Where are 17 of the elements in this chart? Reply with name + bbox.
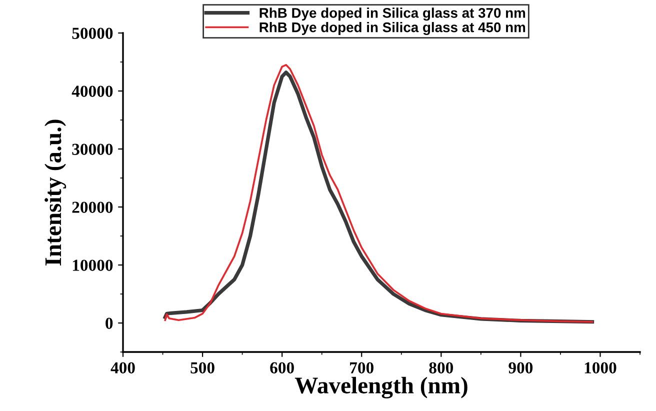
x-axis-title: Wavelength (nm) (294, 376, 468, 398)
x-tick-label: 1000 (584, 362, 616, 374)
x-tick-label: 500 (190, 362, 214, 374)
y-tick-label: 40000 (72, 86, 113, 97)
y-axis-title: Intensity (a.u.) (44, 120, 66, 266)
x-tick-label: 700 (350, 362, 374, 374)
legend-label: RhB Dye doped in Silica glass at 450 nm (260, 22, 526, 36)
y-tick-label: 20000 (72, 202, 113, 213)
x-tick-label: 400 (110, 362, 135, 374)
x-tick-label: 600 (270, 362, 294, 374)
x-tick-label: 800 (429, 362, 454, 374)
legend-label: RhB Dye doped in Silica glass at 370 nm (260, 8, 526, 21)
y-tick-label: 0 (106, 318, 113, 329)
x-tick-label: 900 (508, 362, 533, 374)
y-tick-label: 10000 (72, 260, 113, 271)
y-tick-label: 30000 (72, 144, 113, 155)
y-tick-label: 50000 (72, 28, 113, 39)
